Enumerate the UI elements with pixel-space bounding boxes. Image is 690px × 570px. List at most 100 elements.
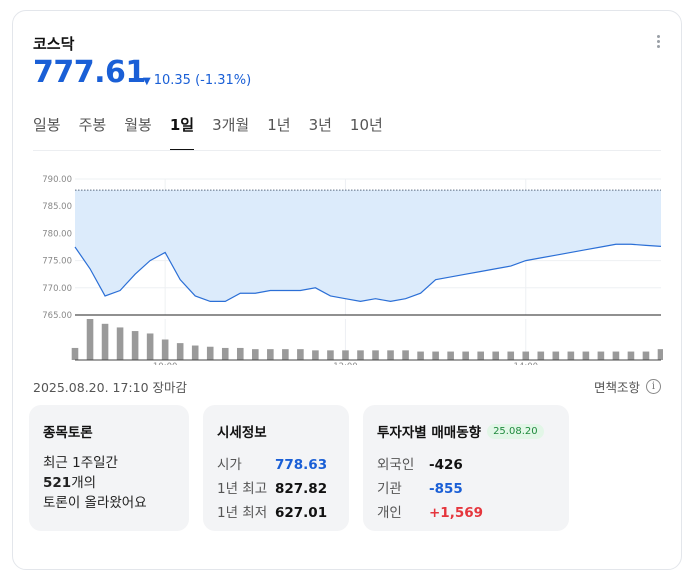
change-percent: (-1.31%) (195, 73, 252, 88)
volume-bar (146, 333, 154, 360)
volume-bar (492, 351, 500, 360)
discussion-box[interactable]: 종목토론 최근 1주일간 521개의 토론이 올라왔어요 (29, 405, 189, 531)
quote-row-low: 1년 최저 627.01 (217, 501, 335, 525)
volume-bar (642, 351, 650, 360)
investor-title: 투자자별 매매동향 25.08.20 (377, 421, 555, 441)
price-area (75, 190, 661, 302)
intraday-chart[interactable]: 790.00 785.00 780.00 775.00 770.00 765.00 10:0… (27, 159, 663, 365)
quote-title: 시세정보 (217, 425, 267, 441)
tab-daily[interactable]: 일봉 (33, 116, 61, 134)
volume-bar (612, 351, 620, 360)
tab-3years[interactable]: 3년 (308, 116, 332, 134)
volume-bar (342, 350, 349, 360)
volume-bar (537, 351, 545, 360)
tab-3months[interactable]: 3개월 (212, 116, 250, 134)
volume-bar (116, 327, 124, 360)
investor-trend-box[interactable]: 투자자별 매매동향 25.08.20 외국인 -426 기관 -855 개인 +1… (363, 405, 569, 531)
discussion-count-suffix: 개의 (71, 475, 97, 491)
volume-bar (597, 351, 605, 360)
quote-value: 778.63 (275, 457, 328, 473)
discussion-title: 종목토론 (43, 425, 93, 441)
investor-title-text: 투자자별 매매동향 (377, 425, 482, 441)
x-tick-label: 14:00 (514, 362, 539, 365)
index-price: 777.61 (33, 55, 146, 90)
volume-bar (236, 347, 244, 360)
investor-value: -426 (429, 457, 463, 473)
quote-box[interactable]: 시세정보 시가 778.63 1년 최고 827.82 1년 최저 627.01 (203, 405, 349, 531)
change-value: 10.35 (153, 73, 191, 88)
y-tick-label: 775.00 (42, 257, 72, 267)
tab-divider (33, 150, 661, 151)
index-title[interactable]: 코스닥 (33, 35, 75, 53)
discussion-count: 521 (43, 475, 72, 491)
volume-bar (161, 339, 169, 360)
market-status: 장마감 (152, 380, 188, 395)
volume-bar (176, 343, 184, 360)
quote-label: 1년 최저 (217, 505, 268, 521)
quote-value: 827.82 (275, 481, 328, 497)
discussion-line3: 토론이 올라왔어요 (43, 495, 147, 511)
investor-label: 개인 (377, 505, 402, 521)
quote-row-high: 1년 최고 827.82 (217, 477, 335, 501)
quote-label: 1년 최고 (217, 481, 268, 497)
volume-bar (552, 351, 560, 360)
x-tick-label: 12:00 (333, 362, 358, 365)
investor-value: -855 (429, 481, 463, 497)
price-line (74, 243, 662, 303)
kosdaq-card: 코스닥 777.61 ▼ 10.35 (-1.31%) 일봉 주봉 월봉 1일 3… (12, 10, 682, 570)
more-options-icon[interactable] (653, 35, 663, 51)
investor-label: 기관 (377, 481, 402, 497)
volume-bar (282, 349, 289, 360)
update-time: 2025.08.20. 17:10 장마감 (33, 377, 187, 396)
volume-bar (432, 351, 439, 360)
volume-bar (387, 350, 394, 360)
disclaimer-link[interactable]: 면책조항 i (594, 377, 661, 396)
volume-bar (206, 346, 214, 360)
quote-value: 627.01 (275, 505, 328, 521)
volume-bar (582, 351, 590, 360)
tab-10years[interactable]: 10년 (349, 116, 383, 134)
price-change: ▼ 10.35 (-1.31%) (143, 73, 251, 88)
volume-bar (402, 350, 409, 360)
down-triangle-icon: ▼ (143, 76, 151, 87)
quote-row-open: 시가 778.63 (217, 453, 335, 477)
investor-row-institution: 기관 -855 (377, 477, 555, 501)
discussion-line2: 521개의 (43, 473, 175, 493)
period-tabs: 일봉 주봉 월봉 1일 3개월 1년 3년 10년 (33, 114, 401, 151)
volume-bar (357, 350, 364, 360)
volume-bar (131, 331, 139, 360)
volume-bar (101, 323, 109, 360)
volume-bar (447, 351, 454, 360)
volume-bar (477, 351, 484, 360)
quote-label: 시가 (217, 457, 242, 473)
volume-bar (462, 351, 469, 360)
discussion-line1: 최근 1주일간 (43, 455, 118, 471)
tab-weekly[interactable]: 주봉 (78, 116, 107, 134)
volume-bar (567, 351, 575, 360)
tab-1year[interactable]: 1년 (267, 116, 291, 134)
volume-bar (252, 349, 259, 360)
y-tick-label: 790.00 (42, 175, 72, 185)
volume-bar (86, 319, 94, 360)
volume-bar (71, 347, 79, 360)
tab-monthly[interactable]: 월봉 (124, 116, 152, 134)
date-badge: 25.08.20 (487, 423, 544, 439)
update-date: 2025.08.20. 17:10 (33, 380, 149, 395)
volume-bar (522, 351, 530, 360)
volume-bar (417, 351, 424, 360)
y-tick-label: 780.00 (42, 229, 72, 239)
volume-bar (657, 349, 663, 360)
volume-bar (267, 349, 274, 360)
tab-1day[interactable]: 1일 (169, 114, 195, 151)
volume-bar (372, 350, 379, 360)
volume-bar (507, 351, 515, 360)
y-tick-label: 765.00 (42, 311, 72, 321)
volume-bar (297, 349, 304, 360)
info-icon: i (646, 379, 661, 394)
volume-bar (327, 350, 334, 360)
investor-row-foreign: 외국인 -426 (377, 453, 555, 477)
investor-row-individual: 개인 +1,569 (377, 501, 555, 525)
volume-bar (312, 350, 319, 360)
x-tick-label: 10:00 (153, 362, 178, 365)
y-tick-label: 785.00 (42, 202, 72, 212)
